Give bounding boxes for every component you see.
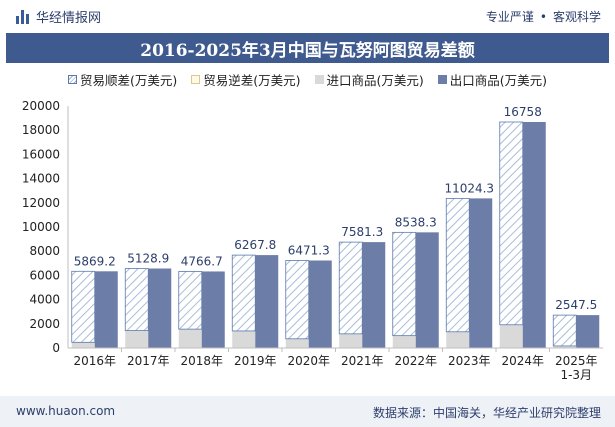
title-bar: 2016-2025年3月中国与瓦努阿图贸易差额 [6,33,609,63]
export-bar [415,232,439,348]
surplus-bar [71,270,96,343]
x-tick-label: 2016年 [73,354,116,368]
y-tick-label: 10000 [22,220,60,234]
import-bar [125,330,149,348]
export-bar [576,315,600,348]
legend-swatch-surplus [67,75,77,84]
x-tick-label: 1-3月 [560,368,592,382]
legend-label-import: 进口商品(万美元) [326,73,424,88]
y-tick-label: 12000 [22,196,60,210]
y-tick-label: 8000 [29,244,60,258]
legend-label-export: 出口商品(万美元) [449,73,548,88]
legend-label-surplus: 贸易顺差(万美元) [79,73,178,88]
surplus-bar [231,254,256,332]
y-tick-label: 6000 [29,268,60,282]
y-axis: 0 2000 4000 6000 8000 10000 12000 14000 16000 180… [22,99,69,355]
bar-chart: 0 2000 4000 6000 8000 10000 12000 14000 16000 180… [22,99,603,382]
y-tick-label: 16000 [22,147,60,161]
data-label: 8538.3 [395,215,437,229]
data-label: 7581.3 [341,225,383,239]
surplus-bar [178,271,203,330]
surplus-bar [124,268,149,331]
import-bar [392,335,416,348]
export-bar [308,260,332,348]
import-bar [285,338,309,348]
y-tick-label: 14000 [22,172,60,186]
export-bar [94,271,118,348]
footer-source: 数据来源：中国海关，华经产业研究院整理 [372,406,601,420]
legend-swatch-export [437,75,447,84]
top-bar: 华经情报网 专业严谨 • 客观科学 [0,0,615,30]
y-tick-label: 2000 [29,317,60,331]
x-tick-label: 2020年 [287,354,330,368]
import-bar [232,330,256,348]
data-label: 5128.9 [127,252,169,266]
y-tick-label: 20000 [22,99,60,113]
surplus-bar [552,314,577,347]
footer: www.huaon.com 数据来源：中国海关，华经产业研究院整理 [0,396,615,427]
tagline-right: 客观科学 [552,10,601,24]
legend-item-surplus[interactable]: 贸易顺差(万美元) [67,70,178,89]
y-tick-label: 0 [52,341,60,355]
y-tick-label: 4000 [29,293,60,307]
export-bar [201,271,225,348]
tagline-left: 专业严谨 [485,10,534,24]
x-tick-label: 2018年 [180,354,223,368]
legend-item-deficit[interactable]: 贸易逆差(万美元) [191,70,301,89]
brand[interactable]: 华经情报网 [16,7,101,26]
import-bar [499,324,523,348]
brand-name: 华经情报网 [36,11,102,26]
x-tick-label: 2017年 [127,354,170,368]
y-tick-label: 18000 [22,123,60,137]
import-bar [339,333,363,348]
import-bar [553,345,577,348]
x-tick-label: 2019年 [234,354,277,368]
surplus-bar [338,241,363,335]
brand-logo-icon [16,9,30,24]
x-axis: 2016年 2017年 2018年 2019年 2020年 2021年 2022年 2023年… [68,347,603,382]
data-label: 11024.3 [444,181,494,195]
x-tick-label: 2022年 [394,354,437,368]
import-bar [178,329,202,348]
x-tick-label: 2021年 [341,354,384,368]
export-bar [255,255,279,348]
tagline: 专业严谨 • 客观科学 [486,8,601,25]
footer-website-link[interactable]: www.huaon.com [16,404,116,418]
data-label: 6471.3 [288,244,330,258]
tagline-separator: • [539,9,547,24]
legend: 贸易顺差(万美元) 贸易逆差(万美元) 进口商品(万美元) 出口商品(万美元) [0,70,615,89]
export-bar [148,268,172,348]
surplus-bar [392,231,417,337]
chart-title: 2016-2025年3月中国与瓦努阿图贸易差额 [140,40,475,61]
legend-label-deficit: 贸易逆差(万美元) [203,73,301,88]
legend-item-import[interactable]: 进口商品(万美元) [314,70,424,89]
x-tick-label: 2024年 [501,354,544,368]
legend-swatch-deficit [191,75,201,84]
surplus-bar [285,260,310,340]
bars: 5869.2 5128.9 4766.7 6267.8 6471.3 7581.3 8538… [71,105,600,348]
x-tick-label: 2023年 [448,354,491,368]
x-tick-label: 2025年 [555,354,598,368]
export-bar [469,198,493,348]
surplus-bar [499,121,524,326]
legend-swatch-import [314,75,324,84]
import-bar [71,342,95,348]
data-label: 4766.7 [181,254,223,268]
surplus-bar [445,197,470,333]
export-bar [362,242,386,348]
data-label: 2547.5 [555,298,597,312]
data-label: 16758 [504,105,542,119]
data-label: 5869.2 [74,254,116,268]
data-label: 6267.8 [234,238,276,252]
import-bar [446,331,470,348]
export-bar [522,121,546,348]
legend-item-export[interactable]: 出口商品(万美元) [437,70,548,89]
